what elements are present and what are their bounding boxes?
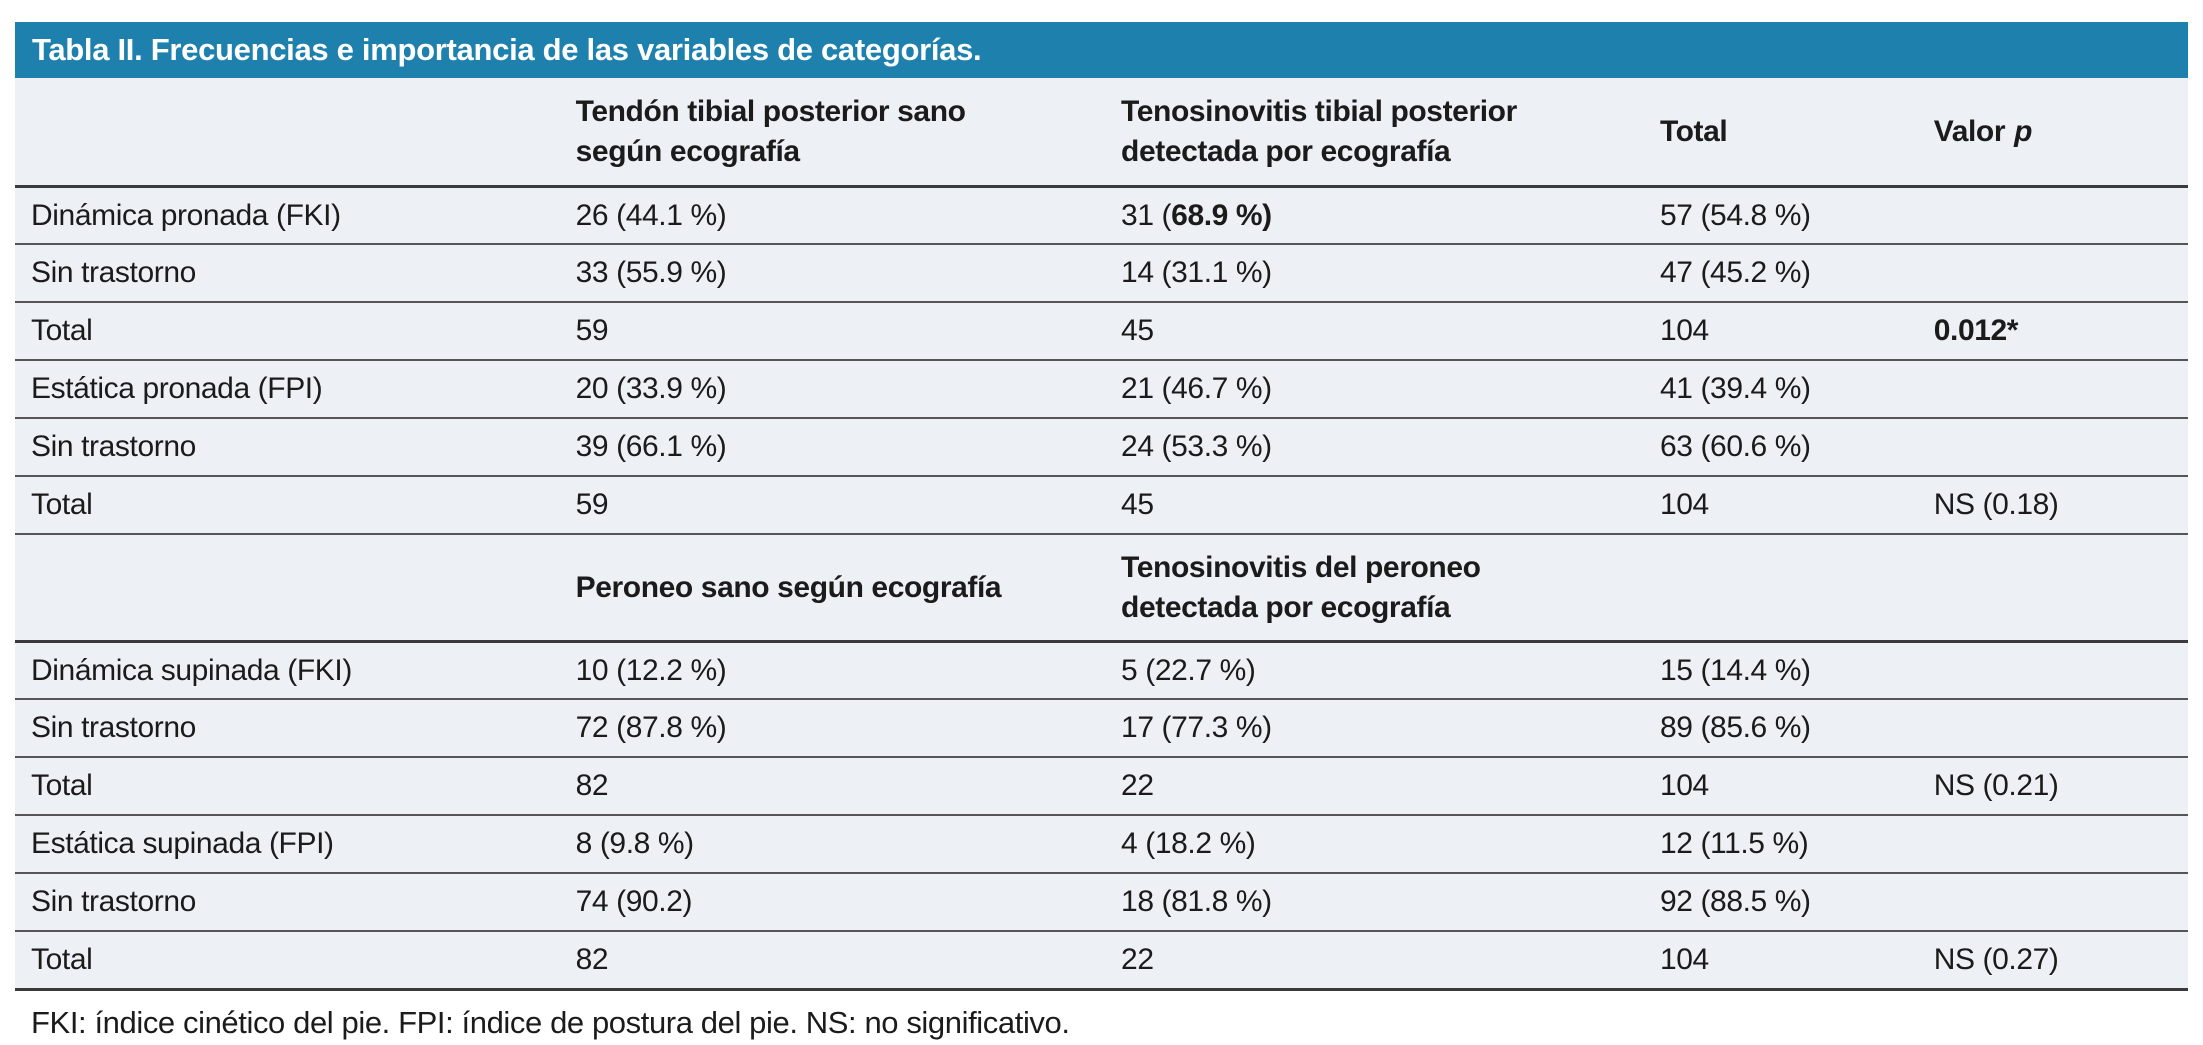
cell-total: 57 (54.8 %) (1659, 198, 1811, 232)
cell-tenosinovitis: 22 (1121, 769, 1154, 802)
table-title: Tabla II. Frecuencias e importancia de l… (32, 32, 982, 67)
cell-sano: 33 (55.9 %) (575, 256, 727, 289)
row-label: Total (31, 769, 93, 802)
header-tenosinovitis-tibial: Tenosinovitis tibial posterior detectada… (1121, 94, 1517, 168)
table-row: Sin trastorno 33 (55.9 %) 14 (31.1 %) 47… (15, 243, 2188, 301)
cell-total: 104 (1659, 314, 1709, 347)
valor-label: Valor (1933, 114, 2006, 148)
cell-total: 47 (45.2 %) (1659, 256, 1811, 289)
header-tibial-sano: Tendón tibial posterior sano según ecogr… (575, 94, 966, 168)
table-header-row-2: Peroneo sano según ecografía Tenosinovit… (15, 533, 2188, 640)
row-label: Sin trastorno (31, 885, 196, 918)
table-row: Total 59 45 104 0.012* (15, 301, 2188, 359)
cell-sano: 59 (575, 314, 609, 347)
cell-sano: 74 (90.2) (575, 885, 693, 918)
row-label: Sin trastorno (31, 711, 196, 744)
cell-tenosinovitis: 22 (1121, 943, 1154, 976)
cell-tenosinovitis: 4 (18.2 %) (1121, 827, 1256, 860)
p-symbol: p (2014, 114, 2033, 148)
row-label: Estática pronada (FPI) (31, 372, 323, 405)
table-row: Estática supinada (FPI) 8 (9.8 %) 4 (18.… (15, 814, 2188, 872)
cell-sano: 20 (33.9 %) (575, 372, 727, 405)
cell-sano: 72 (87.8 %) (575, 711, 727, 744)
cell-sano: 8 (9.8 %) (575, 827, 695, 860)
table-row: Total 82 22 104 NS (0.21) (15, 756, 2188, 814)
cell-tenosinovitis: 14 (31.1 %) (1121, 256, 1272, 289)
header-peroneo-sano: Peroneo sano según ecografía (575, 570, 1002, 604)
cell-sano: 82 (575, 943, 609, 976)
cell-total: 104 (1659, 943, 1709, 976)
cell-sano: 39 (66.1 %) (575, 430, 727, 463)
cell-total: 15 (14.4 %) (1659, 653, 1811, 687)
cell-tenosinovitis: 45 (1121, 488, 1154, 521)
row-label: Dinámica pronada (FKI) (31, 198, 341, 232)
cell-tenosinovitis: 17 (77.3 %) (1121, 711, 1272, 744)
cell-tenosinovitis: 18 (81.8 %) (1121, 885, 1272, 918)
cell-total: 104 (1659, 769, 1709, 802)
table-header-row-1: Tendón tibial posterior sano según ecogr… (15, 78, 2188, 185)
table-row: Dinámica pronada (FKI) 26 (44.1 %) 31 (6… (15, 185, 2188, 243)
table-row: Dinámica supinada (FKI) 10 (12.2 %) 5 (2… (15, 640, 2188, 698)
cell-total: 12 (11.5 %) (1659, 827, 1809, 860)
header-tenosinovitis-peroneo: Tenosinovitis del peroneo detectada por … (1121, 550, 1481, 624)
table-row: Sin trastorno 74 (90.2) 18 (81.8 %) 92 (… (15, 872, 2188, 930)
cell-tenosinovitis: 5 (22.7 %) (1121, 653, 1256, 687)
row-label: Total (31, 314, 93, 347)
cell-sano: 10 (12.2 %) (575, 653, 727, 687)
row-label: Sin trastorno (31, 430, 196, 463)
cell-valor-p: 0.012* (1933, 314, 2019, 347)
cell-total: 63 (60.6 %) (1659, 430, 1811, 463)
table-title-bar: Tabla II. Frecuencias e importancia de l… (15, 22, 2188, 78)
cell-valor-p: NS (0.18) (1933, 488, 2059, 521)
cell-total: 92 (88.5 %) (1659, 885, 1811, 918)
row-label: Sin trastorno (31, 256, 196, 289)
cell-tenosinovitis: 24 (53.3 %) (1121, 430, 1272, 463)
cell-valor-p: NS (0.21) (1933, 769, 2059, 802)
table-row: Sin trastorno 72 (87.8 %) 17 (77.3 %) 89… (15, 698, 2188, 756)
table-footnote: FKI: índice cinético del pie. FPI: índic… (31, 1005, 1070, 1040)
row-label: Total (31, 943, 93, 976)
cell-valor-p: NS (0.27) (1933, 943, 2059, 976)
data-table: Tendón tibial posterior sano según ecogr… (15, 78, 2188, 991)
cell-tenosinovitis: 21 (46.7 %) (1121, 372, 1272, 405)
cell-total: 104 (1659, 488, 1709, 521)
cell-value-bold: 68.9 %) (1171, 198, 1272, 232)
cell-sano: 82 (575, 769, 609, 802)
table-row: Sin trastorno 39 (66.1 %) 24 (53.3 %) 63… (15, 417, 2188, 475)
cell-total: 41 (39.4 %) (1659, 372, 1811, 405)
table-row: Estática pronada (FPI) 20 (33.9 %) 21 (4… (15, 359, 2188, 417)
header-valor-p: Valor p (1934, 112, 2188, 152)
cell-value-prefix: 31 ( (1121, 198, 1172, 232)
row-label: Total (31, 488, 93, 521)
table-row: Total 82 22 104 NS (0.27) (15, 930, 2188, 988)
row-label: Estática supinada (FPI) (31, 827, 334, 860)
cell-sano: 59 (575, 488, 609, 521)
cell-tenosinovitis: 45 (1121, 314, 1154, 347)
header-total: Total (1659, 114, 1728, 148)
cell-tenosinovitis: 31 (68.9 %) (1121, 199, 1660, 233)
cell-total: 89 (85.6 %) (1659, 711, 1811, 744)
table-row: Total 59 45 104 NS (0.18) (15, 475, 2188, 533)
cell-sano: 26 (44.1 %) (575, 198, 727, 232)
row-label: Dinámica supinada (FKI) (31, 653, 352, 687)
